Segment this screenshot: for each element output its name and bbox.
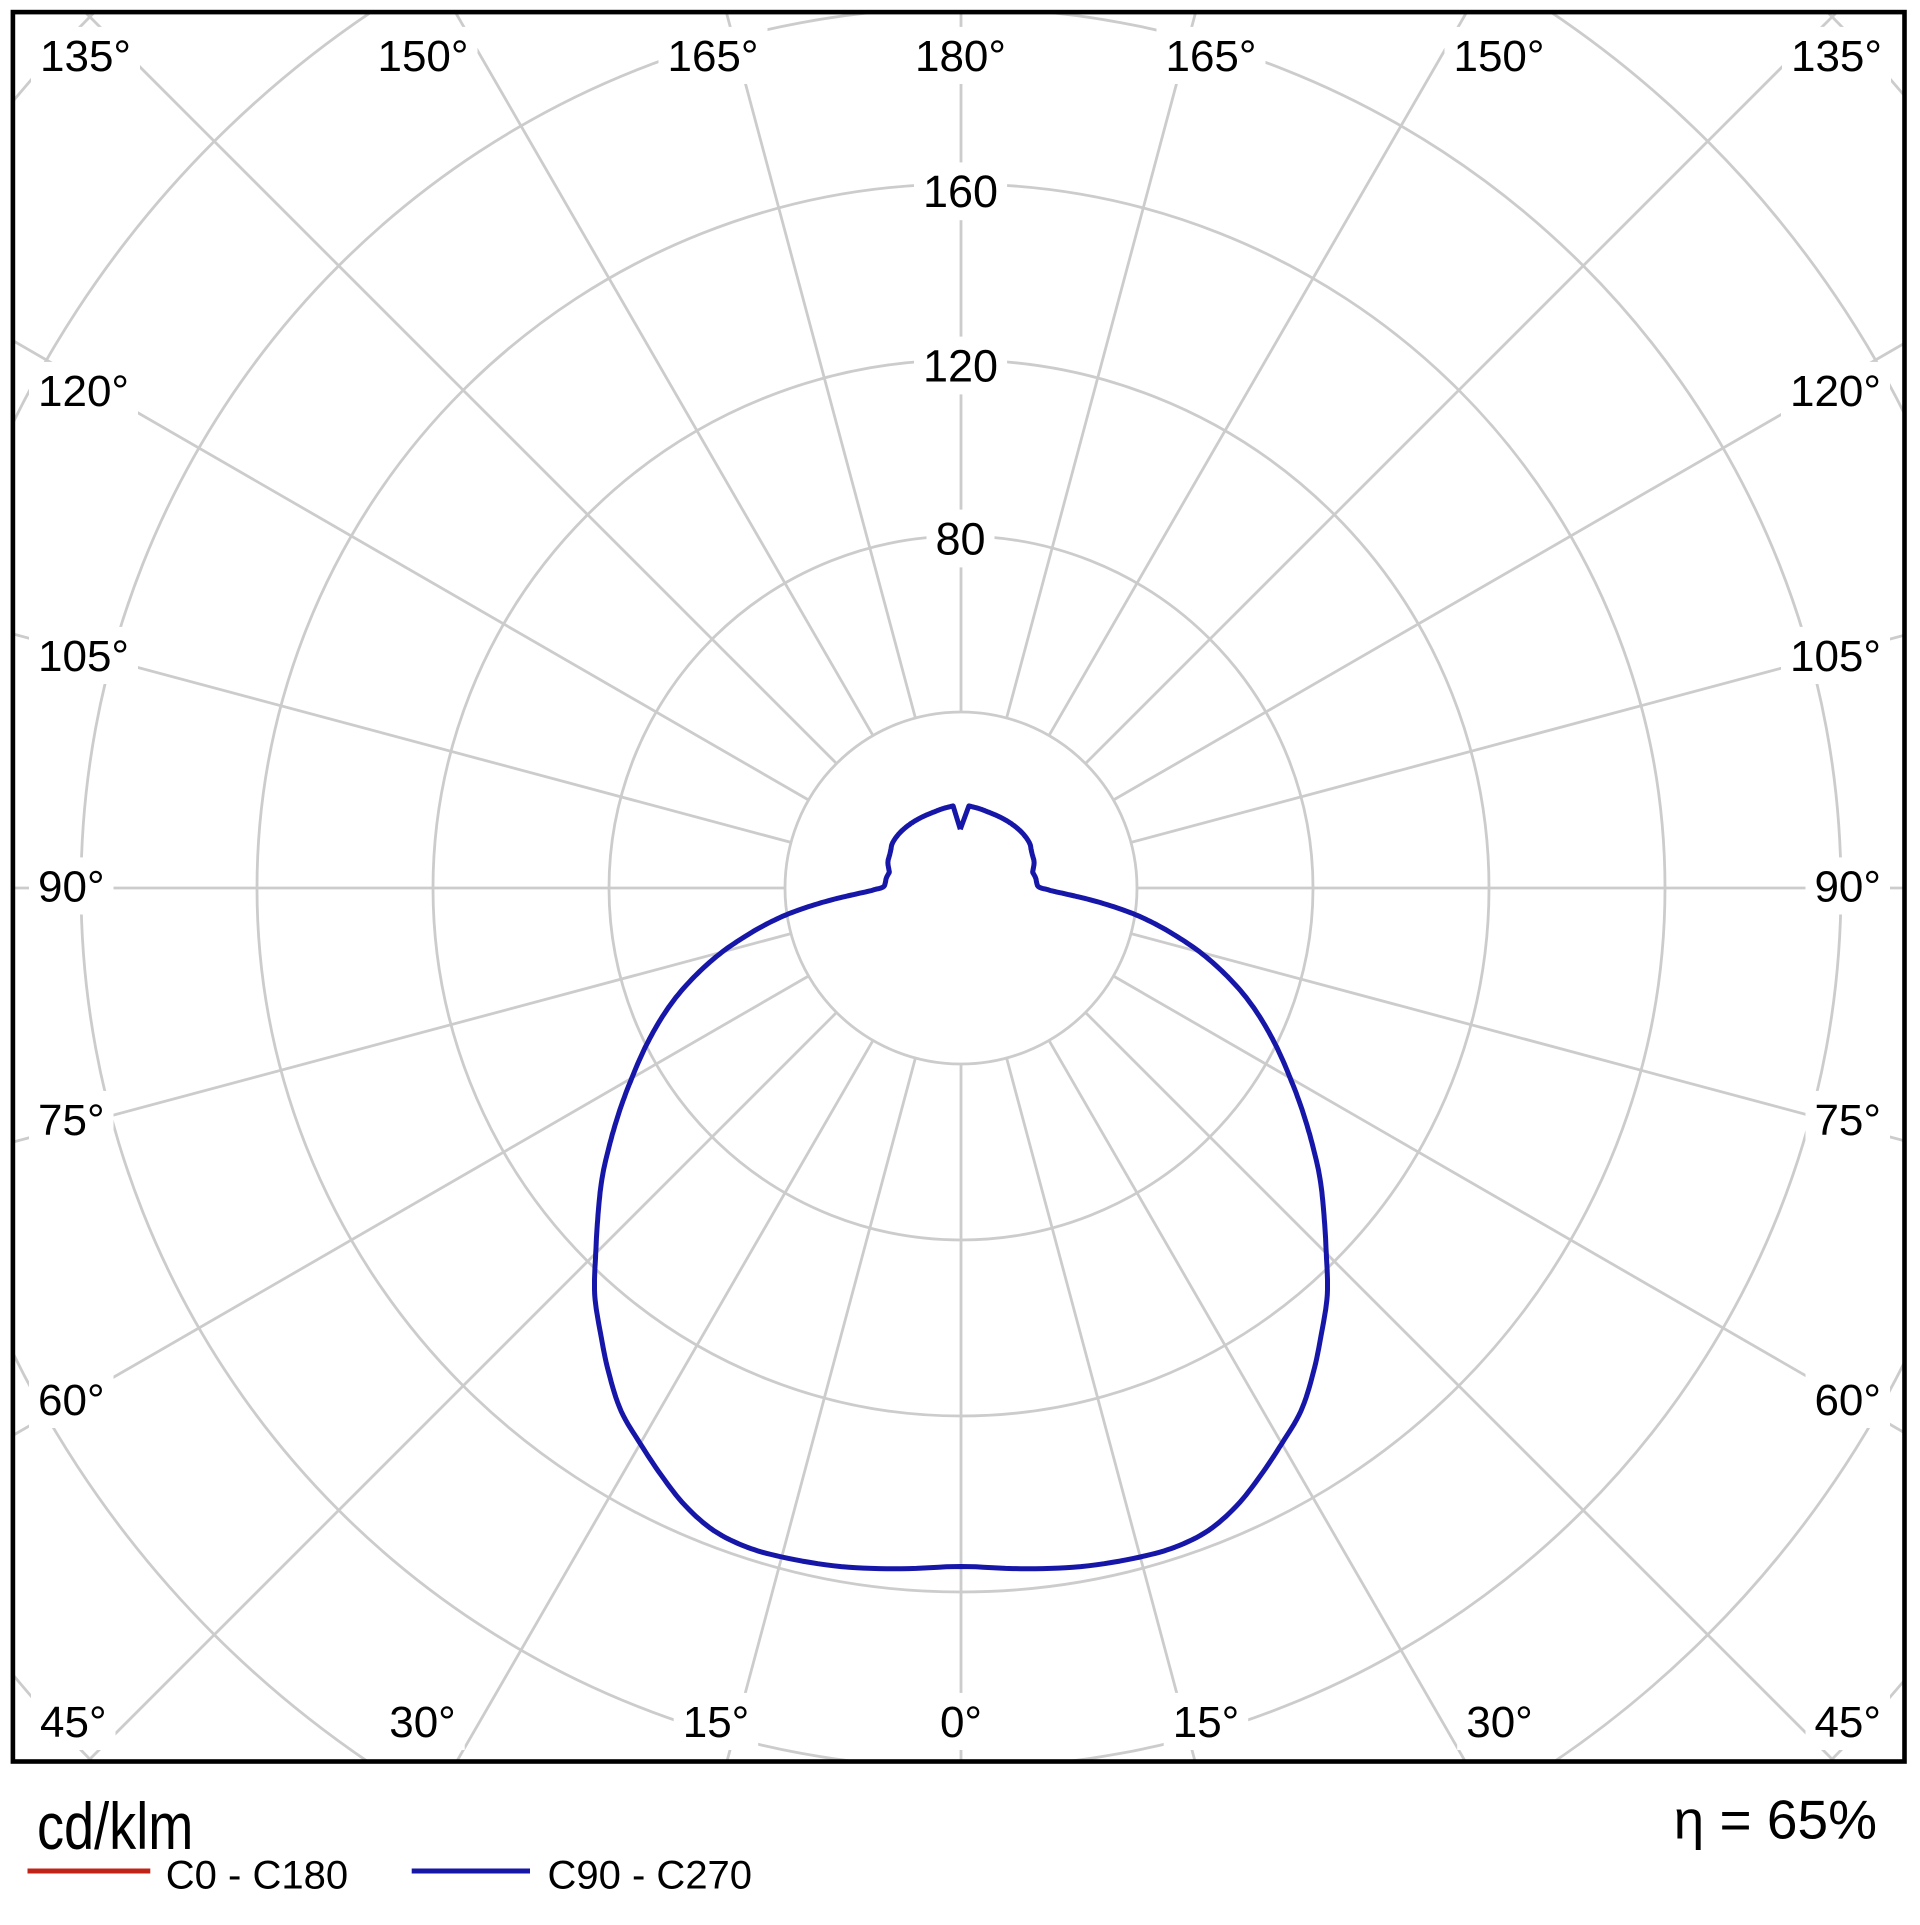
svg-text:180°: 180°: [915, 32, 1006, 81]
svg-text:cd/klm: cd/klm: [37, 1789, 193, 1863]
svg-text:150°: 150°: [377, 32, 468, 81]
svg-text:90°: 90°: [38, 863, 105, 912]
svg-text:135°: 135°: [1791, 32, 1882, 81]
svg-text:120°: 120°: [1790, 367, 1881, 416]
svg-text:105°: 105°: [1790, 632, 1881, 681]
svg-text:75°: 75°: [1814, 1096, 1881, 1145]
svg-text:75°: 75°: [38, 1096, 105, 1145]
svg-text:165°: 165°: [1165, 32, 1256, 81]
svg-text:0°: 0°: [940, 1698, 982, 1747]
svg-text:η = 65%: η = 65%: [1674, 1788, 1877, 1850]
svg-text:60°: 60°: [1814, 1376, 1881, 1425]
svg-text:15°: 15°: [683, 1698, 750, 1747]
svg-text:165°: 165°: [667, 32, 758, 81]
svg-text:45°: 45°: [1814, 1698, 1881, 1747]
svg-text:15°: 15°: [1173, 1698, 1240, 1747]
svg-text:30°: 30°: [389, 1698, 456, 1747]
svg-text:135°: 135°: [40, 32, 131, 81]
svg-text:C90 - C270: C90 - C270: [548, 1853, 753, 1897]
svg-text:C0 - C180: C0 - C180: [166, 1853, 348, 1897]
svg-text:80: 80: [935, 513, 985, 564]
svg-text:60°: 60°: [38, 1376, 105, 1425]
svg-text:105°: 105°: [38, 632, 129, 681]
svg-text:45°: 45°: [40, 1698, 107, 1747]
svg-text:120: 120: [923, 340, 998, 391]
svg-text:30°: 30°: [1466, 1698, 1533, 1747]
svg-text:90°: 90°: [1814, 863, 1881, 912]
svg-text:160: 160: [923, 166, 998, 217]
svg-text:120°: 120°: [38, 367, 129, 416]
svg-text:150°: 150°: [1453, 32, 1544, 81]
